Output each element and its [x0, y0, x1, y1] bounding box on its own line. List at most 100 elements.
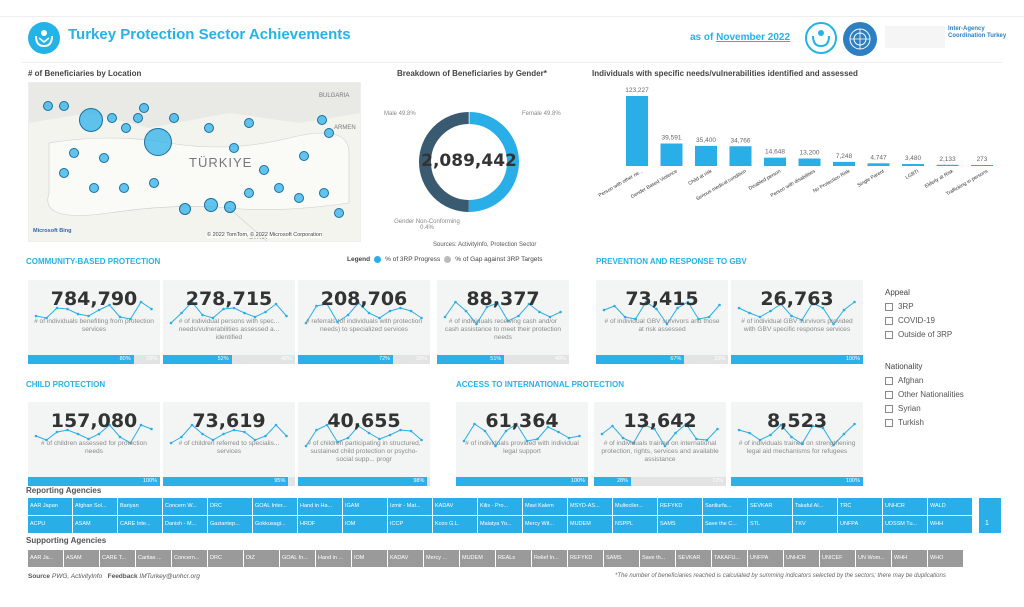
checkbox-icon[interactable]	[885, 418, 893, 427]
agency-chip[interactable]: KADAV	[433, 498, 477, 515]
needs-bar[interactable]	[695, 145, 717, 166]
agency-chip[interactable]: SAMS	[604, 550, 639, 567]
map-bubble[interactable]	[89, 183, 99, 193]
agency-chip[interactable]: WHH	[928, 516, 972, 533]
agency-chip[interactable]: CARE Inte...	[118, 516, 162, 533]
kpi-card[interactable]: 784,790 # of individuals benefiting from …	[28, 280, 160, 364]
agency-chip[interactable]: AAR Ja...	[28, 550, 63, 567]
map-bubble[interactable]	[324, 128, 334, 138]
map-bubble[interactable]	[69, 148, 79, 158]
agency-chip[interactable]: Takaful Al...	[793, 498, 837, 515]
agency-chip[interactable]: KADAV	[388, 550, 423, 567]
agency-chip[interactable]: UNHCR	[784, 550, 819, 567]
kpi-card[interactable]: 88,377 # of individuals receiving cash an…	[437, 280, 569, 364]
kpi-card[interactable]: 73,619 # of children referred to speciali…	[163, 402, 295, 486]
needs-bar[interactable]	[764, 157, 786, 166]
needs-bar[interactable]	[833, 161, 855, 166]
agency-chip[interactable]: UDSSM Tu...	[883, 516, 927, 533]
agency-chip[interactable]: DRC	[208, 498, 252, 515]
agency-chip[interactable]: Save th...	[640, 550, 675, 567]
agency-chip[interactable]: REALs	[496, 550, 531, 567]
needs-bar[interactable]	[798, 158, 821, 166]
agency-chip[interactable]: Bariyan	[118, 498, 162, 515]
map-bubble[interactable]	[244, 118, 254, 128]
agency-chip[interactable]: ASAM	[64, 550, 99, 567]
agency-chip[interactable]: MUDEM	[460, 550, 495, 567]
agency-chip[interactable]: ICCP	[388, 516, 432, 533]
agency-chip[interactable]: GOAL Inter...	[253, 498, 297, 515]
map-bubble[interactable]	[274, 183, 284, 193]
slicer-option[interactable]: Syrian	[885, 404, 921, 413]
slicer-option[interactable]: Afghan	[885, 376, 923, 385]
agency-chip[interactable]: TKV	[793, 516, 837, 533]
checkbox-icon[interactable]	[885, 376, 893, 385]
checkbox-icon[interactable]	[885, 316, 893, 325]
map-bubble[interactable]	[229, 143, 239, 153]
kpi-card[interactable]: 278,715 # of individual persons with spec…	[163, 280, 295, 364]
map-bubble[interactable]	[59, 168, 69, 178]
agency-chip[interactable]: SAMS	[658, 516, 702, 533]
agency-chip[interactable]: UNICEF	[820, 550, 855, 567]
kpi-card[interactable]: 13,642 # of individuals trained on intern…	[594, 402, 726, 486]
map-bubble[interactable]	[121, 123, 131, 133]
needs-bar[interactable]	[936, 164, 959, 166]
agency-chip[interactable]: Sanliurfa...	[703, 498, 747, 515]
agency-chip[interactable]: CARE T...	[100, 550, 135, 567]
map-bubble[interactable]	[79, 108, 103, 132]
map-bubble[interactable]	[149, 178, 159, 188]
agency-chip[interactable]: SEVKAR	[676, 550, 711, 567]
agency-chip[interactable]: Gaziantep...	[208, 516, 252, 533]
agency-chip[interactable]: Caritas ...	[136, 550, 171, 567]
kpi-card[interactable]: 8,523 # of individuals trained on strengt…	[731, 402, 863, 486]
agency-chip[interactable]: Multeciler...	[613, 498, 657, 515]
needs-bar[interactable]	[729, 146, 752, 166]
kpi-card[interactable]: 61,364 # of individuals provided with ind…	[456, 402, 588, 486]
needs-bar[interactable]	[867, 163, 890, 166]
agency-chip[interactable]: WHO	[928, 550, 963, 567]
agency-chip[interactable]: TRC	[838, 498, 882, 515]
needs-bar[interactable]	[971, 165, 993, 166]
agency-chip[interactable]: UNHCR	[883, 498, 927, 515]
map-bubble[interactable]	[334, 208, 344, 218]
agency-chip[interactable]: Concern...	[172, 550, 207, 567]
map-bubble[interactable]	[204, 123, 214, 133]
map-bubble[interactable]	[224, 201, 236, 213]
agency-chip[interactable]: UN Wom...	[856, 550, 891, 567]
slicer-option[interactable]: COVID-19	[885, 316, 935, 325]
agency-chip[interactable]: Hand in ...	[316, 550, 351, 567]
agency-chip[interactable]: Save the C...	[703, 516, 747, 533]
agency-chip[interactable]: REFYKD	[568, 550, 603, 567]
kpi-card[interactable]: 40,655 # of children participating in str…	[298, 402, 430, 486]
agency-chip[interactable]: Afghan Sol...	[73, 498, 117, 515]
reporting-page-indicator[interactable]: 1	[979, 498, 1001, 533]
map-bubble[interactable]	[204, 198, 218, 212]
map-bubble[interactable]	[133, 113, 143, 123]
agency-chip[interactable]: Kozo G.L.	[433, 516, 477, 533]
map-bubble[interactable]	[59, 101, 69, 111]
kpi-card[interactable]: 208,706 # referrals (of individuals with …	[298, 280, 430, 364]
kpi-card[interactable]: 157,080 # of children assessed for protec…	[28, 402, 160, 486]
needs-bar[interactable]	[660, 143, 683, 166]
beneficiaries-map[interactable]: TÜRKIYE BULGARIA ARMEN SYRIA Microsoft B…	[28, 82, 361, 242]
checkbox-icon[interactable]	[885, 330, 893, 339]
agency-chip[interactable]: Relief In...	[532, 550, 567, 567]
map-bubble[interactable]	[144, 128, 172, 156]
map-bubble[interactable]	[107, 113, 117, 123]
agency-chip[interactable]: MSYD-AS...	[568, 498, 612, 515]
kpi-card[interactable]: 26,763 # of individual GBV survivors prov…	[731, 280, 863, 364]
map-bubble[interactable]	[319, 188, 329, 198]
agency-chip[interactable]: Izmir - Mat...	[388, 498, 432, 515]
agency-chip[interactable]: WALD	[928, 498, 972, 515]
map-bubble[interactable]	[119, 183, 129, 193]
agency-chip[interactable]: DRC	[208, 550, 243, 567]
agency-chip[interactable]: DtZ	[244, 550, 279, 567]
agency-chip[interactable]: AAR Japan	[28, 498, 72, 515]
checkbox-icon[interactable]	[885, 302, 893, 311]
map-bubble[interactable]	[244, 188, 254, 198]
slicer-option[interactable]: Outside of 3RP	[885, 330, 952, 339]
agency-chip[interactable]: TAKAFU...	[712, 550, 747, 567]
map-bubble[interactable]	[99, 153, 109, 163]
agency-chip[interactable]: IOM	[343, 516, 387, 533]
map-bubble[interactable]	[259, 165, 269, 175]
